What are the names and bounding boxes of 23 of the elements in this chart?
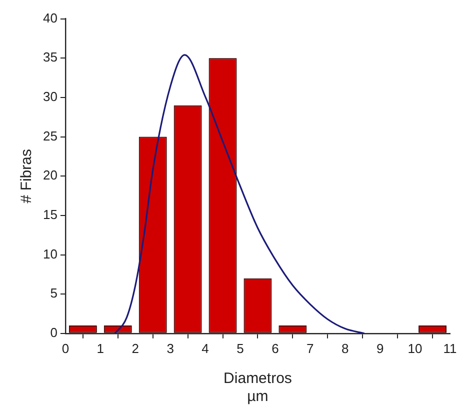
- x-tick-label: 11: [443, 340, 457, 356]
- y-tick-label: 10: [42, 246, 58, 262]
- x-tick-label: 2: [132, 340, 139, 356]
- x-tick-label: 6: [272, 340, 279, 356]
- x-tick-label: 0: [62, 340, 70, 356]
- y-tick-label: 0: [50, 324, 58, 340]
- x-tick-label: 4: [202, 340, 209, 356]
- x-tick-label: 10: [408, 340, 422, 356]
- y-tick-label: 35: [42, 50, 58, 65]
- y-tick-label: 5: [50, 286, 58, 301]
- x-tick-label: 8: [342, 340, 349, 356]
- x-tick-label: 3: [166, 340, 174, 356]
- y-tick-label: 40: [42, 10, 58, 26]
- y-tick-label: 20: [42, 168, 58, 183]
- x-tick-label: 1: [96, 340, 104, 356]
- y-axis-title: # Fibras: [18, 149, 36, 204]
- y-tick-label: 15: [42, 207, 58, 222]
- x-tick-label: 9: [376, 340, 384, 356]
- x-axis-title: Diametros µm: [224, 370, 292, 406]
- y-tick-label: 25: [42, 128, 58, 144]
- x-tick-label: 5: [236, 340, 244, 356]
- x-tick-label: 7: [306, 340, 314, 356]
- y-tick-label: 30: [42, 89, 58, 104]
